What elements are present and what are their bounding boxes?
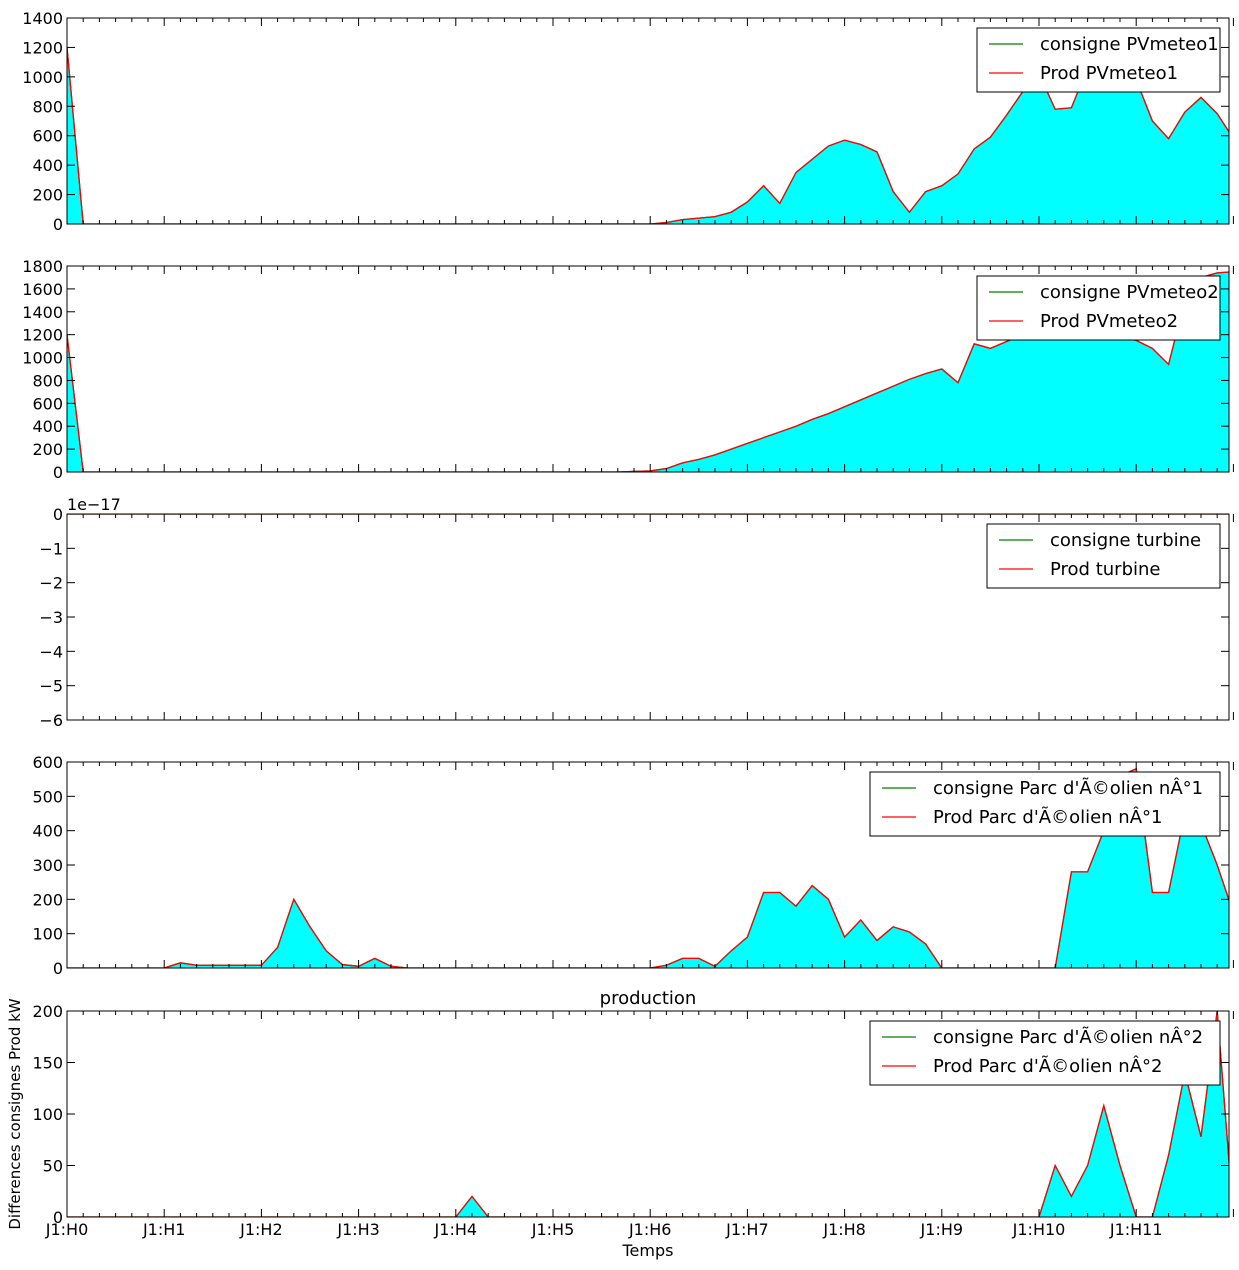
y-axis-label: Differences consignes Prod kW	[6, 998, 24, 1229]
axes-frame	[66, 17, 1230, 225]
y-tick-label: 1000	[22, 349, 63, 368]
legend-box	[869, 771, 1221, 837]
x-tick-label: J1:H9	[920, 1220, 964, 1239]
y-tick-label: 800	[32, 371, 63, 390]
y-tick-label: 0	[53, 463, 63, 482]
y-tick-label: −3	[39, 608, 63, 627]
legend-box	[976, 27, 1221, 93]
y-tick-label: 0	[53, 215, 63, 234]
y-tick-label: 500	[32, 787, 63, 806]
x-tick-label: J1:H1	[142, 1220, 186, 1239]
area-fill	[67, 768, 1229, 968]
y-tick-label: 1000	[22, 68, 63, 87]
y-tick-label: −6	[39, 711, 63, 730]
plot-area	[67, 271, 1229, 472]
legend: consigne Parc d'Ã©olien nÂ°1 Prod Parc d'…	[869, 771, 1221, 837]
y-tick-label: 200	[32, 186, 63, 205]
legend-entry: Prod PVmeteo1	[1040, 63, 1178, 84]
subplot-2: 0 200 400 600 800 1000 1200 1400 1600 1800 consign…	[22, 257, 1234, 482]
figure-title: production	[600, 988, 697, 1009]
x-tick-label: J1:H8	[822, 1220, 866, 1239]
area-fill	[67, 1011, 1229, 1217]
y-offset-label: 1e−17	[67, 495, 121, 514]
y-tick-label: 100	[32, 1105, 63, 1124]
y-tick-label: 600	[32, 127, 63, 146]
subplot-1: 0 200 400 600 800 1000 1200 1400 consigne PVmete…	[22, 9, 1234, 234]
y-tick-label: 600	[32, 394, 63, 413]
x-tick-label: J1:H3	[336, 1220, 380, 1239]
y-tick-label: −2	[39, 574, 63, 593]
y-tick-label: 200	[32, 890, 63, 909]
y-tick-label: 1200	[22, 38, 63, 57]
subplot-5: 0 50 100 150 200 consigne Parc d'Ã©olien nÂ°2…	[32, 1002, 1234, 1239]
y-tick-label: 1400	[22, 9, 63, 28]
legend: consigne turbine Prod turbine	[986, 523, 1221, 589]
legend-entry: consigne PVmeteo2	[1040, 282, 1219, 303]
y-tick-label: 600	[32, 753, 63, 772]
x-tick-label: J1:H2	[239, 1220, 283, 1239]
x-tick-label: J1:H0	[45, 1220, 89, 1239]
y-tick-label: −1	[39, 539, 63, 558]
x-axis-label: Temps	[622, 1241, 674, 1260]
subplot-3: −6 −5 −4 −3 −2 −1 01e−17 consigne turbine Prod t…	[39, 495, 1234, 730]
x-tick-label: J1:H11	[1109, 1220, 1163, 1239]
y-tick-label: 0	[53, 1208, 63, 1227]
legend: consigne Parc d'Ã©olien nÂ°2 Prod Parc d'…	[869, 1020, 1221, 1086]
legend-entry: Prod PVmeteo2	[1040, 311, 1178, 332]
subplot-4: 0 100 200 300 400 500 600 consigne Parc d'Ã©oli…	[32, 753, 1234, 978]
y-tick-label: 100	[32, 925, 63, 944]
y-tick-label: 1800	[22, 257, 63, 276]
x-tick-label: J1:H7	[725, 1220, 769, 1239]
y-tick-label: 800	[32, 97, 63, 116]
y-tick-label: 300	[32, 856, 63, 875]
legend-box	[986, 523, 1221, 589]
y-tick-label: 400	[32, 417, 63, 436]
y-tick-label: 0	[53, 505, 63, 524]
y-tick-label: 1400	[22, 303, 63, 322]
legend-box	[869, 1020, 1221, 1086]
x-tick-label: J1:H5	[531, 1220, 575, 1239]
y-tick-label: 400	[32, 156, 63, 175]
legend-entry: consigne Parc d'Ã©olien nÂ°1	[933, 777, 1203, 799]
y-tick-label: −5	[39, 677, 63, 696]
area-fill	[67, 272, 1229, 472]
legend-entry: consigne turbine	[1050, 530, 1201, 551]
area-fill	[67, 47, 1229, 224]
x-tick-label: J1:H10	[1012, 1220, 1066, 1239]
legend-entry: Prod Parc d'Ã©olien nÂ°2	[933, 1055, 1162, 1077]
x-tick-label: J1:H6	[628, 1220, 672, 1239]
y-tick-label: 0	[53, 959, 63, 978]
y-tick-label: 1200	[22, 326, 63, 345]
legend-entry: consigne Parc d'Ã©olien nÂ°2	[933, 1026, 1203, 1048]
y-tick-label: 400	[32, 822, 63, 841]
x-tick-label: J1:H4	[434, 1220, 478, 1239]
y-tick-label: 200	[32, 440, 63, 459]
legend-box	[976, 275, 1221, 341]
legend-entry: consigne PVmeteo1	[1040, 34, 1219, 55]
series-line-prod	[67, 271, 1229, 472]
legend-entry: Prod Parc d'Ã©olien nÂ°1	[933, 806, 1162, 828]
y-tick-label: 150	[32, 1054, 63, 1073]
legend: consigne PVmeteo1 Prod PVmeteo1	[976, 27, 1221, 93]
legend-entry: Prod turbine	[1050, 559, 1160, 580]
y-tick-label: 200	[32, 1002, 63, 1021]
axes-frame	[66, 265, 1230, 473]
legend: consigne PVmeteo2 Prod PVmeteo2	[976, 275, 1221, 341]
y-tick-label: −4	[39, 642, 63, 661]
y-tick-label: 1600	[22, 280, 63, 299]
y-tick-label: 50	[43, 1157, 63, 1176]
